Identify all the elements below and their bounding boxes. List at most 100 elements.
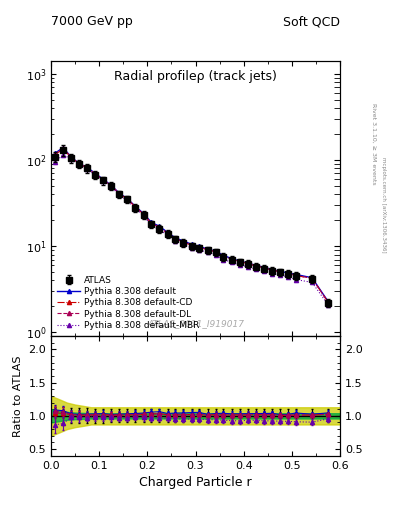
- Pythia 8.308 default: [197, 243, 202, 249]
- Pythia 8.308 default-CD: [325, 299, 330, 305]
- Pythia 8.308 default: [173, 235, 178, 241]
- Pythia 8.308 default: [221, 252, 226, 259]
- Pythia 8.308 default-MBR: [101, 178, 105, 184]
- Pythia 8.308 default-MBR: [197, 247, 202, 253]
- Pythia 8.308 default-MBR: [109, 184, 114, 190]
- Pythia 8.308 default-DL: [269, 267, 274, 273]
- Pythia 8.308 default: [101, 176, 105, 182]
- Pythia 8.308 default: [117, 190, 122, 197]
- Pythia 8.308 default-DL: [277, 269, 282, 275]
- Pythia 8.308 default-DL: [133, 204, 138, 210]
- Pythia 8.308 default-DL: [173, 236, 178, 242]
- Pythia 8.308 default-MBR: [157, 227, 162, 233]
- Pythia 8.308 default-CD: [173, 236, 178, 242]
- Pythia 8.308 default-MBR: [61, 152, 66, 158]
- Pythia 8.308 default-MBR: [253, 266, 258, 272]
- Pythia 8.308 default-MBR: [269, 270, 274, 276]
- Pythia 8.308 default: [85, 164, 90, 170]
- Pythia 8.308 default: [53, 150, 57, 156]
- Pythia 8.308 default-DL: [237, 259, 242, 265]
- Pythia 8.308 default: [253, 262, 258, 268]
- Pythia 8.308 default-CD: [269, 267, 274, 273]
- Line: Pythia 8.308 default-MBR: Pythia 8.308 default-MBR: [53, 153, 330, 307]
- Line: Pythia 8.308 default-DL: Pythia 8.308 default-DL: [53, 146, 330, 304]
- Pythia 8.308 default-MBR: [125, 197, 130, 203]
- Pythia 8.308 default-CD: [141, 211, 146, 217]
- Pythia 8.308 default: [109, 182, 114, 188]
- Pythia 8.308 default: [245, 260, 250, 266]
- Pythia 8.308 default: [261, 264, 266, 270]
- Pythia 8.308 default-CD: [205, 247, 210, 253]
- Pythia 8.308 default-MBR: [229, 259, 234, 265]
- Pythia 8.308 default-DL: [261, 265, 266, 271]
- Pythia 8.308 default-CD: [237, 259, 242, 265]
- Pythia 8.308 default-DL: [293, 272, 298, 279]
- Pythia 8.308 default: [69, 154, 73, 160]
- Pythia 8.308 default-DL: [165, 230, 170, 236]
- Pythia 8.308 default-MBR: [261, 268, 266, 274]
- Pythia 8.308 default-CD: [61, 146, 66, 152]
- Pythia 8.308 default-DL: [141, 211, 146, 217]
- Pythia 8.308 default-DL: [213, 249, 218, 255]
- Pythia 8.308 default: [189, 241, 194, 247]
- Pythia 8.308 default-CD: [109, 183, 114, 189]
- Text: mcplots.cern.ch [arXiv:1306.3436]: mcplots.cern.ch [arXiv:1306.3436]: [381, 157, 386, 252]
- Pythia 8.308 default-DL: [189, 242, 194, 248]
- Pythia 8.308 default: [125, 195, 130, 201]
- Pythia 8.308 default-MBR: [286, 274, 290, 280]
- Pythia 8.308 default: [310, 274, 314, 281]
- Pythia 8.308 default-MBR: [117, 192, 122, 198]
- Pythia 8.308 default-CD: [165, 230, 170, 236]
- Pythia 8.308 default-DL: [229, 256, 234, 262]
- Pythia 8.308 default-MBR: [165, 232, 170, 238]
- Pythia 8.308 default-CD: [53, 152, 57, 158]
- Pythia 8.308 default-CD: [286, 270, 290, 276]
- Pythia 8.308 default-DL: [61, 145, 66, 151]
- Pythia 8.308 default-CD: [149, 220, 154, 226]
- Pythia 8.308 default: [61, 144, 66, 151]
- Pythia 8.308 default-MBR: [149, 222, 154, 228]
- Pythia 8.308 default: [133, 203, 138, 209]
- Pythia 8.308 default-MBR: [310, 279, 314, 285]
- Pythia 8.308 default-CD: [77, 161, 81, 167]
- Line: Pythia 8.308 default: Pythia 8.308 default: [53, 145, 330, 303]
- X-axis label: Charged Particle r: Charged Particle r: [139, 476, 252, 489]
- Pythia 8.308 default-DL: [69, 155, 73, 161]
- Pythia 8.308 default-MBR: [53, 159, 57, 165]
- Pythia 8.308 default-DL: [245, 261, 250, 267]
- Pythia 8.308 default-MBR: [141, 213, 146, 219]
- Pythia 8.308 default: [237, 258, 242, 264]
- Pythia 8.308 default-MBR: [77, 162, 81, 168]
- Pythia 8.308 default-DL: [310, 275, 314, 281]
- Pythia 8.308 default: [157, 223, 162, 229]
- Pythia 8.308 default-CD: [125, 196, 130, 202]
- Pythia 8.308 default-MBR: [181, 241, 186, 247]
- Pythia 8.308 default: [149, 219, 154, 225]
- Pythia 8.308 default-DL: [221, 253, 226, 260]
- Line: Pythia 8.308 default-CD: Pythia 8.308 default-CD: [53, 147, 330, 304]
- Pythia 8.308 default-CD: [69, 155, 73, 161]
- Pythia 8.308 default-MBR: [69, 156, 73, 162]
- Pythia 8.308 default: [269, 266, 274, 272]
- Pythia 8.308 default: [77, 160, 81, 166]
- Pythia 8.308 default: [181, 238, 186, 244]
- Pythia 8.308 default-DL: [205, 247, 210, 253]
- Pythia 8.308 default-MBR: [133, 205, 138, 211]
- Pythia 8.308 default-CD: [197, 244, 202, 250]
- Pythia 8.308 default-CD: [181, 239, 186, 245]
- Pythia 8.308 default: [165, 229, 170, 236]
- Text: Soft QCD: Soft QCD: [283, 15, 340, 28]
- Pythia 8.308 default-MBR: [245, 264, 250, 270]
- Pythia 8.308 default: [205, 246, 210, 252]
- Pythia 8.308 default-DL: [53, 151, 57, 157]
- Pythia 8.308 default-DL: [109, 183, 114, 189]
- Pythia 8.308 default-MBR: [237, 262, 242, 268]
- Pythia 8.308 default-CD: [261, 265, 266, 271]
- Pythia 8.308 default-CD: [157, 224, 162, 230]
- Pythia 8.308 default: [229, 255, 234, 262]
- Pythia 8.308 default-CD: [293, 272, 298, 279]
- Pythia 8.308 default-MBR: [85, 166, 90, 173]
- Pythia 8.308 default: [213, 248, 218, 254]
- Pythia 8.308 default-DL: [93, 171, 98, 177]
- Pythia 8.308 default-MBR: [325, 302, 330, 308]
